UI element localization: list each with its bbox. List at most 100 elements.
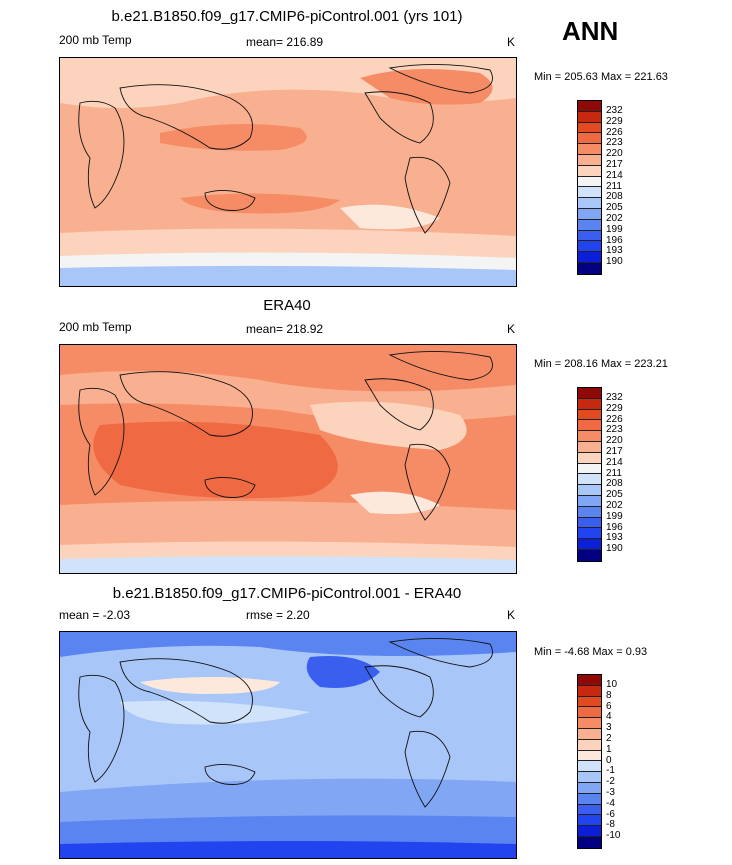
colorbar-tick-label: 10 bbox=[606, 679, 618, 690]
panel2-units: K bbox=[507, 322, 516, 336]
colorbar-cell bbox=[578, 208, 601, 220]
colorbar-cell bbox=[578, 198, 601, 209]
panel2-colorbar bbox=[577, 387, 602, 562]
colorbar-cell bbox=[578, 707, 601, 719]
colorbar-tick-label: -10 bbox=[606, 830, 621, 842]
panel1-title: b.e21.B1850.f09_g17.CMIP6-piControl.001 … bbox=[111, 8, 463, 25]
colorbar-tick-label: 226 bbox=[606, 413, 623, 425]
panel2-title: ERA40 bbox=[263, 297, 311, 314]
colorbar-tick-label: 232 bbox=[606, 105, 623, 116]
colorbar-tick-label: -4 bbox=[606, 797, 615, 809]
colorbar-tick-label: 220 bbox=[606, 435, 623, 447]
panel1-field-pacific-warm bbox=[160, 124, 307, 151]
panel2-field-tropical-warm bbox=[93, 421, 338, 499]
panel2-minmax: Min = 208.16 Max = 223.21 bbox=[534, 358, 668, 370]
colorbar-cell bbox=[578, 154, 601, 166]
colorbar-tick-label: 1 bbox=[606, 743, 612, 755]
panel1-field-arctic-warm bbox=[360, 69, 493, 105]
colorbar-tick-label: 211 bbox=[606, 467, 622, 479]
colorbar-tick-label: 6 bbox=[606, 700, 612, 712]
colorbar-tick-label: 217 bbox=[606, 446, 623, 457]
colorbar-tick-label: 199 bbox=[606, 510, 623, 522]
colorbar-cell bbox=[578, 495, 601, 507]
panel1-units: K bbox=[507, 35, 516, 49]
colorbar-cell bbox=[578, 388, 601, 399]
colorbar-tick-label: -8 bbox=[606, 819, 615, 831]
colorbar-cell bbox=[578, 219, 601, 231]
colorbar-tick-label: 190 bbox=[606, 543, 623, 555]
colorbar-tick-label: -3 bbox=[606, 787, 615, 798]
panel3-minmax: Min = -4.68 Max = 0.93 bbox=[534, 646, 648, 658]
colorbar-cell bbox=[578, 187, 601, 199]
panel2-mean-label: mean= 218.92 bbox=[246, 322, 324, 336]
colorbar-cell bbox=[578, 122, 601, 134]
colorbar-cell bbox=[578, 474, 601, 486]
colorbar-cell bbox=[578, 836, 601, 848]
colorbar-cell bbox=[578, 718, 601, 729]
panel3-colorbar bbox=[577, 674, 602, 849]
colorbar-cell bbox=[578, 539, 601, 550]
colorbar-cell bbox=[578, 431, 601, 442]
panel1-mean-label: mean= 216.89 bbox=[246, 35, 324, 49]
panel3-field-polar-cold bbox=[60, 841, 516, 858]
colorbar-cell bbox=[578, 230, 601, 242]
colorbar-cell bbox=[578, 685, 601, 697]
colorbar-tick-label: -6 bbox=[606, 808, 615, 820]
colorbar-cell bbox=[578, 241, 601, 253]
colorbar-cell bbox=[578, 815, 601, 827]
panel2-field-pacific-light bbox=[310, 401, 467, 450]
colorbar-tick-label: 199 bbox=[606, 223, 623, 235]
colorbar-tick-label: 229 bbox=[606, 115, 623, 127]
colorbar-cell bbox=[578, 441, 601, 453]
colorbar-cell bbox=[578, 252, 601, 263]
colorbar-tick-label: 232 bbox=[606, 392, 623, 403]
panel1-field-polar-cold bbox=[60, 265, 516, 286]
colorbar-cell bbox=[578, 485, 601, 496]
colorbar-tick-label: 217 bbox=[606, 159, 623, 170]
colorbar-cell bbox=[578, 826, 601, 837]
panel3-field-warm-anomaly bbox=[140, 677, 280, 694]
colorbar-tick-label: 211 bbox=[606, 180, 622, 192]
panel2-map-svg bbox=[60, 345, 516, 573]
colorbar-cell bbox=[578, 549, 601, 561]
panel1-colorbar bbox=[577, 100, 602, 275]
colorbar-tick-label: 208 bbox=[606, 478, 623, 490]
colorbar-tick-label: 2 bbox=[606, 733, 612, 744]
panel2-coastlines bbox=[78, 350, 493, 521]
season-label: ANN bbox=[562, 16, 619, 46]
colorbar-tick-label: 193 bbox=[606, 245, 623, 257]
panel2-map bbox=[59, 344, 517, 574]
colorbar-tick-label: 196 bbox=[606, 234, 623, 246]
panel3-units: K bbox=[507, 608, 516, 622]
colorbar-tick-label: 223 bbox=[606, 424, 623, 436]
colorbar-cell bbox=[578, 782, 601, 794]
colorbar-cell bbox=[578, 144, 601, 155]
colorbar-tick-label: 190 bbox=[606, 256, 623, 268]
colorbar-cell bbox=[578, 772, 601, 783]
colorbar-cell bbox=[578, 528, 601, 540]
panel3-field-light-band bbox=[120, 700, 310, 725]
panel3-map-svg bbox=[60, 632, 516, 858]
colorbar-cell bbox=[578, 739, 601, 751]
colorbar-tick-label: 202 bbox=[606, 500, 623, 511]
colorbar-cell bbox=[578, 463, 601, 475]
colorbar-cell bbox=[578, 793, 601, 805]
panel3-coastlines bbox=[78, 637, 493, 808]
panel3-mean-label: mean = -2.03 bbox=[59, 608, 131, 622]
panel1-map-svg bbox=[60, 58, 516, 286]
panel2-field-sh-light bbox=[350, 491, 440, 514]
colorbar-cell bbox=[578, 176, 601, 188]
colorbar-tick-label: 205 bbox=[606, 202, 623, 214]
panel3-rmse-label: rmse = 2.20 bbox=[246, 608, 310, 622]
panel3-field-sh-band bbox=[60, 778, 516, 827]
panel1-minmax: Min = 205.63 Max = 221.63 bbox=[534, 71, 668, 83]
panel3-field-pacific-cold bbox=[306, 656, 380, 688]
colorbar-cell bbox=[578, 675, 601, 686]
colorbar-cell bbox=[578, 506, 601, 518]
panel3-field-north-cold bbox=[60, 632, 516, 657]
colorbar-tick-label: 214 bbox=[606, 456, 623, 468]
colorbar-cell bbox=[578, 101, 601, 112]
colorbar-tick-label: -1 bbox=[606, 765, 615, 777]
colorbar-cell bbox=[578, 750, 601, 762]
colorbar-cell bbox=[578, 111, 601, 123]
